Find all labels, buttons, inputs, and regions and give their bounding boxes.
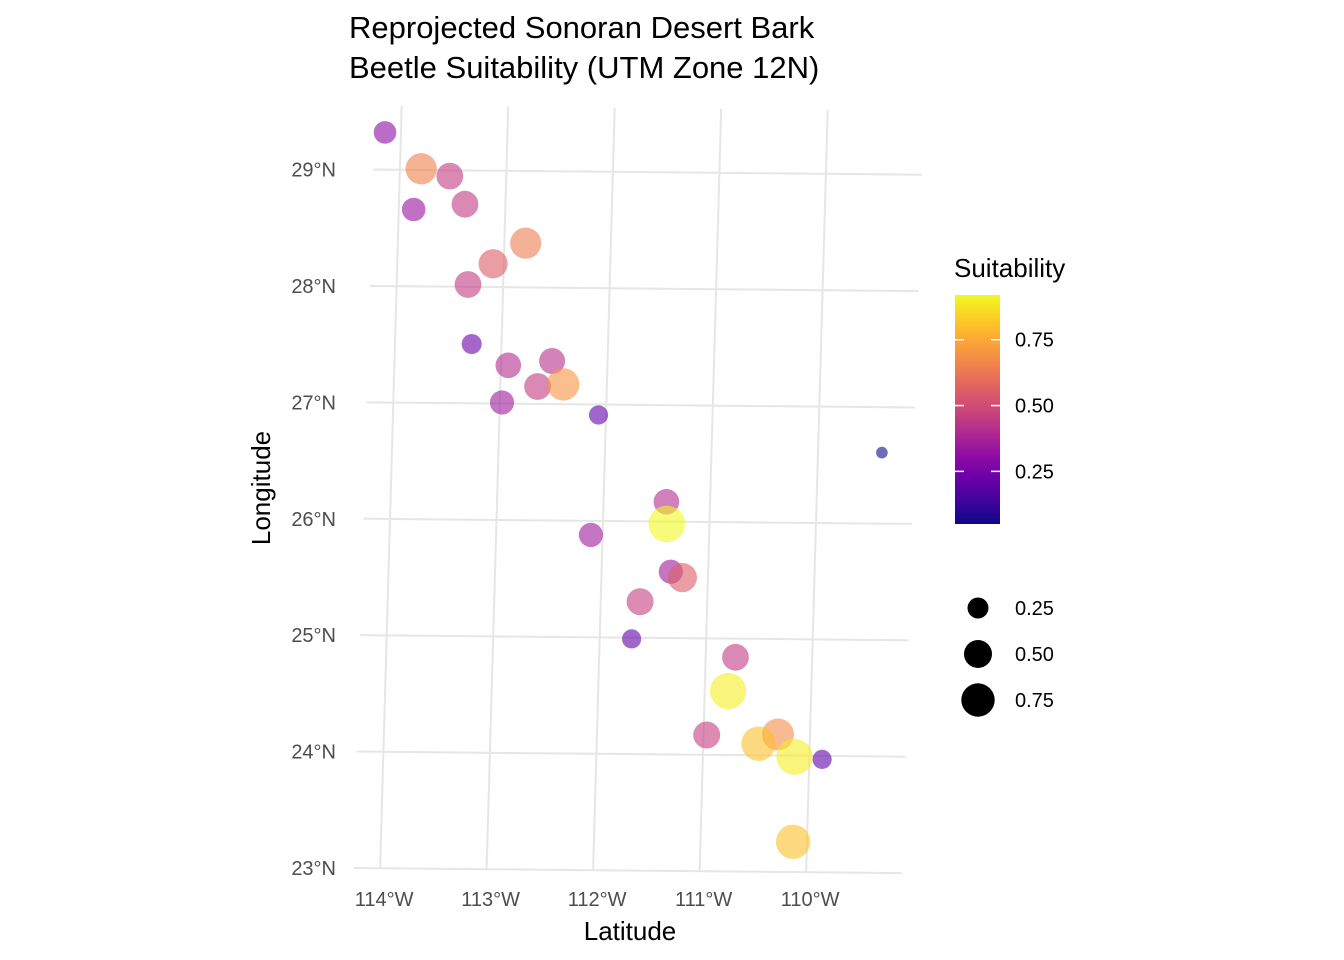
y-tick-label: 26°N	[291, 509, 336, 531]
data-point	[693, 721, 721, 749]
x-axis-ticks: 114°W 113°W 112°W 111°W 110°W	[355, 889, 840, 911]
data-point	[489, 390, 515, 415]
data-point	[524, 373, 551, 400]
data-point	[436, 162, 464, 190]
data-point	[876, 446, 888, 459]
color-legend-ticks: 0.25 0.50 0.75	[955, 330, 1054, 483]
size-legend-key	[967, 597, 989, 619]
color-legend-bar	[955, 295, 1000, 524]
data-point	[710, 672, 747, 710]
chart-title-line-1: Reprojected Sonoran Desert Bark	[349, 10, 815, 45]
grid-line-lat	[363, 517, 912, 525]
data-point	[648, 505, 686, 543]
data-point	[775, 824, 811, 859]
y-axis-ticks: 23°N 24°N 25°N 26°N 27°N 28°N 29°N	[291, 160, 336, 881]
x-tick-label: 113°W	[461, 889, 520, 911]
data-points	[373, 121, 888, 859]
data-point	[495, 352, 522, 379]
grid-line-lon	[805, 109, 829, 873]
x-tick-label: 110°W	[781, 889, 840, 911]
x-tick-label: 114°W	[355, 889, 414, 911]
x-tick-label: 112°W	[568, 889, 627, 911]
grid-line-lon	[379, 105, 403, 869]
grid-line-lat	[366, 401, 916, 409]
grid-line-lon	[698, 108, 723, 872]
data-point	[722, 643, 749, 671]
y-tick-label: 27°N	[291, 392, 336, 414]
data-point	[626, 588, 654, 616]
data-point	[478, 249, 508, 279]
y-tick-label: 25°N	[291, 625, 336, 647]
data-point	[401, 197, 426, 222]
color-legend-label: 0.50	[1015, 396, 1054, 418]
color-legend-title: Suitability	[954, 253, 1065, 283]
data-point	[812, 749, 832, 770]
y-tick-label: 28°N	[291, 276, 336, 298]
size-legend-key	[964, 640, 992, 668]
chart-title-line-2: Beetle Suitability (UTM Zone 12N)	[349, 50, 819, 85]
data-point	[373, 121, 397, 144]
grid-line-lon	[592, 107, 616, 871]
x-tick-label: 111°W	[675, 889, 732, 911]
data-point	[578, 522, 604, 548]
data-point	[405, 153, 437, 185]
data-point	[667, 563, 698, 593]
y-tick-label: 24°N	[291, 742, 336, 764]
data-point	[741, 726, 776, 761]
grid-line-lat	[353, 866, 902, 875]
size-legend-label: 0.75	[1015, 690, 1054, 712]
data-point	[539, 348, 566, 374]
size-legend: 0.25 0.50 0.75	[961, 597, 1054, 717]
size-legend-label: 0.50	[1015, 644, 1054, 666]
data-point	[510, 227, 542, 259]
y-tick-label: 29°N	[291, 160, 336, 182]
color-legend-label: 0.25	[1015, 461, 1054, 483]
color-legend-label: 0.75	[1015, 330, 1054, 352]
data-point	[461, 334, 482, 354]
data-point	[588, 405, 609, 425]
data-point	[776, 738, 813, 775]
data-point	[451, 190, 479, 218]
grid-lines	[353, 105, 922, 875]
grid-line-lon	[485, 106, 510, 870]
grid-line-lat	[369, 284, 919, 293]
grid-line-lat	[373, 168, 922, 176]
data-point	[622, 629, 642, 649]
data-point	[454, 271, 482, 298]
x-axis-title: Latitude	[584, 916, 677, 946]
y-tick-label: 23°N	[291, 858, 336, 880]
y-axis-title: Longitude	[246, 431, 276, 545]
data-point	[547, 368, 580, 401]
size-legend-key	[961, 683, 995, 717]
size-legend-label: 0.25	[1015, 598, 1054, 620]
